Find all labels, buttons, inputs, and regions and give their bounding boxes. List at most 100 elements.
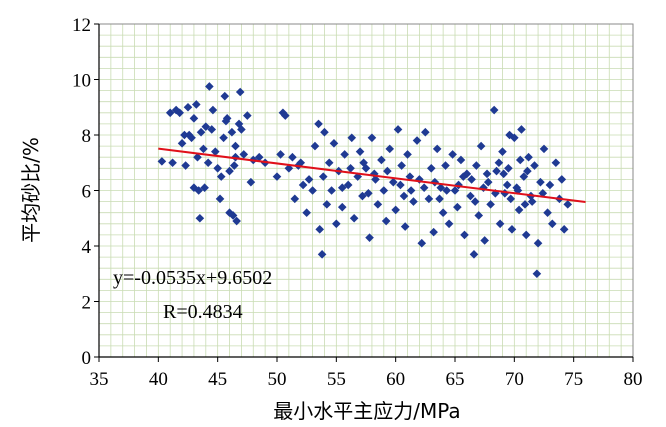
- data-point: [157, 157, 167, 166]
- data-point: [364, 188, 373, 198]
- data-point: [213, 164, 222, 173]
- data-point: [373, 200, 383, 209]
- data-point: [417, 238, 427, 248]
- data-point: [281, 111, 290, 120]
- data-point: [545, 180, 555, 190]
- data-point: [195, 213, 205, 223]
- data-point: [405, 172, 415, 181]
- data-point: [438, 208, 448, 217]
- data-point: [538, 188, 548, 198]
- y-tick-label: 12: [72, 15, 91, 36]
- data-point: [435, 194, 444, 204]
- data-point: [231, 141, 240, 151]
- data-point: [222, 114, 232, 123]
- data-point: [365, 233, 374, 242]
- data-point: [524, 152, 533, 162]
- x-tick-label: 40: [149, 369, 168, 390]
- data-point: [225, 166, 234, 176]
- data-point: [278, 108, 288, 118]
- data-point: [517, 125, 526, 134]
- data-point: [383, 166, 392, 176]
- data-point: [207, 125, 217, 134]
- data-point: [397, 161, 406, 170]
- data-point: [396, 180, 405, 190]
- data-point: [296, 158, 306, 168]
- data-point: [298, 180, 308, 190]
- data-point: [199, 144, 208, 154]
- data-point: [367, 133, 377, 143]
- tick-labels: 35 40 45 50 55 60 65 70 75 80 0 2 4 6 8 10 12: [72, 15, 643, 390]
- data-point: [504, 164, 513, 173]
- data-point: [284, 164, 294, 173]
- x-tick-label: 50: [268, 369, 287, 390]
- data-point: [215, 194, 225, 204]
- data-point: [403, 150, 412, 159]
- data-point: [430, 177, 440, 187]
- data-point: [235, 87, 245, 97]
- x-tick-label: 45: [208, 369, 227, 390]
- data-point: [483, 177, 493, 187]
- data-point: [203, 158, 213, 168]
- data-point: [459, 172, 468, 181]
- chart-axes: [94, 23, 634, 362]
- data-point: [353, 172, 362, 181]
- data-point: [208, 105, 218, 115]
- data-point: [302, 208, 311, 217]
- r-value-annotation: R=0.4834: [163, 301, 243, 323]
- data-point: [237, 125, 246, 134]
- x-tick-label: 70: [505, 369, 524, 390]
- data-point: [480, 236, 489, 245]
- data-point: [358, 191, 367, 201]
- data-point: [381, 216, 391, 226]
- data-point: [409, 197, 418, 206]
- data-point: [243, 111, 252, 120]
- y-tick-label: 2: [82, 293, 92, 314]
- data-point: [322, 200, 332, 209]
- data-point: [515, 155, 525, 165]
- data-point: [557, 175, 567, 184]
- data-point: [216, 172, 226, 181]
- data-point: [453, 202, 462, 212]
- data-point: [502, 180, 512, 190]
- data-point: [426, 164, 436, 173]
- data-point: [470, 197, 480, 206]
- data-point: [421, 127, 430, 137]
- data-point: [181, 161, 190, 170]
- data-point: [472, 161, 481, 170]
- data-point: [412, 136, 422, 145]
- data-point: [469, 250, 479, 259]
- y-axis-title: 平均砂比/%: [19, 137, 43, 243]
- data-point: [530, 161, 539, 170]
- data-point: [205, 82, 214, 91]
- data-point: [391, 205, 400, 215]
- data-point: [486, 200, 495, 209]
- data-point: [492, 166, 501, 176]
- data-point: [514, 205, 524, 215]
- data-point: [359, 158, 368, 168]
- data-point: [448, 150, 457, 159]
- data-point: [533, 238, 543, 248]
- x-axis-title: 最小水平主应力/MPa: [273, 399, 460, 423]
- trendline: [158, 147, 586, 204]
- x-tick-label: 35: [90, 369, 109, 390]
- data-point: [231, 152, 240, 162]
- data-point: [476, 141, 486, 151]
- data-point: [444, 219, 454, 229]
- data-point: [343, 180, 353, 190]
- data-point: [340, 150, 349, 159]
- data-point: [175, 108, 184, 118]
- data-point: [494, 158, 504, 168]
- data-point: [347, 133, 357, 143]
- data-point: [436, 183, 446, 193]
- x-tick-label: 55: [327, 369, 346, 390]
- data-point: [254, 152, 264, 162]
- data-point: [551, 158, 561, 168]
- data-point: [337, 202, 347, 212]
- data-point: [548, 219, 557, 229]
- data-point: [467, 175, 476, 184]
- data-point: [168, 158, 177, 168]
- data-point: [506, 194, 516, 204]
- data-point: [180, 130, 189, 140]
- data-point: [229, 161, 239, 170]
- x-tick-label: 60: [386, 369, 405, 390]
